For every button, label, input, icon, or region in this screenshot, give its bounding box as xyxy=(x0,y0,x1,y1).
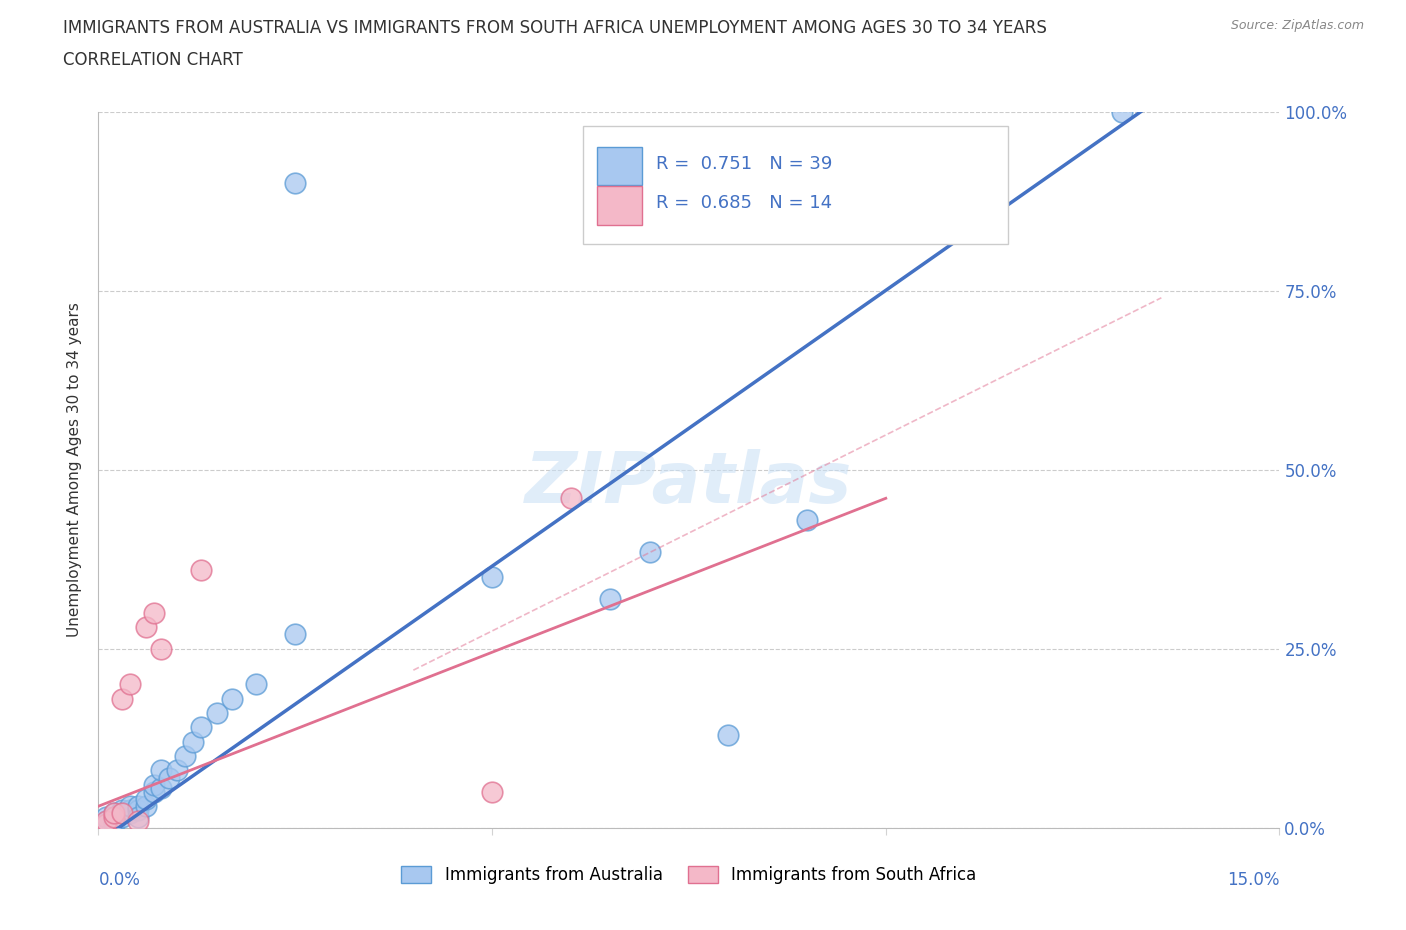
Point xyxy=(560,491,582,506)
Point xyxy=(174,749,197,764)
Point xyxy=(111,806,134,821)
Point xyxy=(111,809,134,824)
Point xyxy=(1111,104,1133,119)
Point xyxy=(638,545,661,560)
Point xyxy=(103,817,125,831)
Point xyxy=(127,809,149,824)
FancyBboxPatch shape xyxy=(596,186,641,225)
Point xyxy=(150,781,173,796)
Point xyxy=(717,727,740,742)
FancyBboxPatch shape xyxy=(582,126,1008,244)
Point xyxy=(135,619,157,634)
Point xyxy=(190,720,212,735)
Point xyxy=(103,809,125,824)
Point xyxy=(96,809,118,824)
Point xyxy=(103,809,125,824)
Point xyxy=(96,817,118,831)
Point xyxy=(150,642,173,657)
Point xyxy=(135,791,157,806)
Point xyxy=(127,803,149,817)
Point xyxy=(96,815,118,830)
Point xyxy=(111,803,134,817)
Point xyxy=(103,813,125,828)
Point xyxy=(111,691,134,706)
Point xyxy=(142,605,165,620)
Point xyxy=(205,706,228,721)
Point xyxy=(190,563,212,578)
Point xyxy=(245,677,267,692)
Text: Source: ZipAtlas.com: Source: ZipAtlas.com xyxy=(1230,19,1364,32)
Point xyxy=(96,813,118,828)
Point xyxy=(166,763,188,777)
Text: CORRELATION CHART: CORRELATION CHART xyxy=(63,51,243,69)
Point xyxy=(103,806,125,821)
Text: 15.0%: 15.0% xyxy=(1227,870,1279,889)
Point xyxy=(111,806,134,821)
Point xyxy=(96,813,118,828)
Point xyxy=(142,785,165,800)
Point xyxy=(284,627,307,642)
Point xyxy=(127,813,149,828)
Text: IMMIGRANTS FROM AUSTRALIA VS IMMIGRANTS FROM SOUTH AFRICA UNEMPLOYMENT AMONG AGE: IMMIGRANTS FROM AUSTRALIA VS IMMIGRANTS … xyxy=(63,19,1047,36)
Point xyxy=(135,799,157,814)
Point xyxy=(481,785,503,800)
Point xyxy=(118,799,141,814)
Point xyxy=(599,591,621,606)
Text: 0.0%: 0.0% xyxy=(98,870,141,889)
Legend: Immigrants from Australia, Immigrants from South Africa: Immigrants from Australia, Immigrants fr… xyxy=(395,859,983,891)
Point xyxy=(118,806,141,821)
Point xyxy=(127,799,149,814)
Text: R =  0.751   N = 39: R = 0.751 N = 39 xyxy=(655,155,832,173)
Point xyxy=(157,770,180,785)
Point xyxy=(118,803,141,817)
Point xyxy=(96,817,118,831)
Point xyxy=(284,176,307,191)
Point xyxy=(118,677,141,692)
Point xyxy=(142,777,165,792)
FancyBboxPatch shape xyxy=(596,147,641,185)
Point xyxy=(481,569,503,585)
Point xyxy=(796,512,818,527)
Point xyxy=(181,735,204,750)
Point xyxy=(103,806,125,821)
Point xyxy=(221,691,243,706)
Y-axis label: Unemployment Among Ages 30 to 34 years: Unemployment Among Ages 30 to 34 years xyxy=(67,302,83,637)
Text: ZIPatlas: ZIPatlas xyxy=(526,449,852,518)
Point xyxy=(150,763,173,777)
Text: R =  0.685   N = 14: R = 0.685 N = 14 xyxy=(655,194,832,212)
